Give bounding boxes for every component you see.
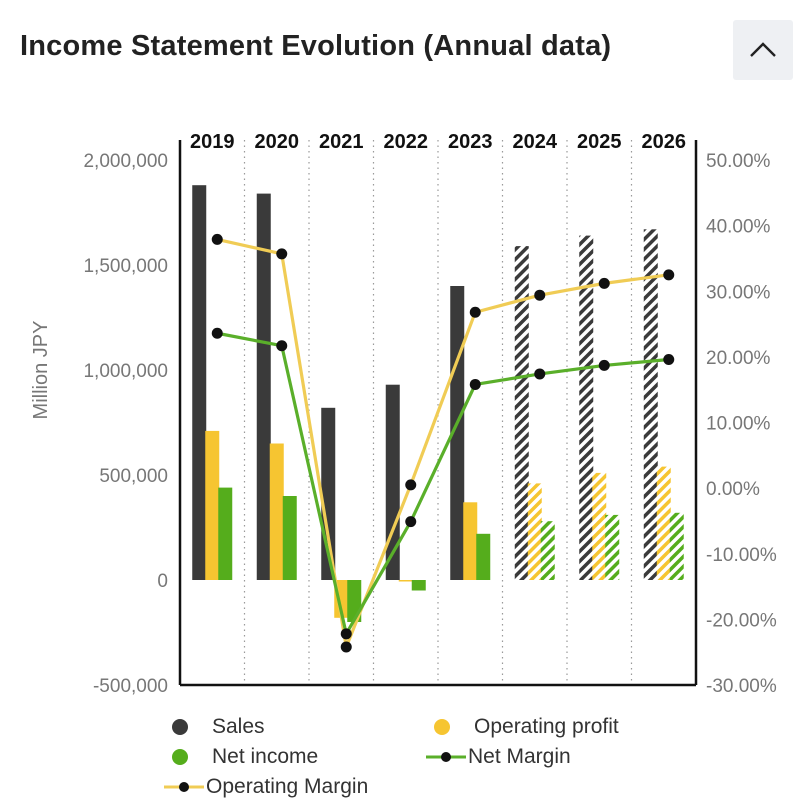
legend-item-net-margin[interactable]: Net Margin: [424, 745, 571, 769]
legend-label-net-income: Net income: [212, 745, 319, 768]
operating-profit-bar: [463, 502, 478, 580]
operating-margin-point: [534, 289, 546, 301]
x-tick-label: 2019: [190, 131, 235, 153]
y2-tick-label: 30.00%: [706, 282, 771, 303]
legend-label-operating-margin: Operating Margin: [206, 775, 369, 798]
y2-tick-label: 20.00%: [706, 348, 771, 369]
legend-item-sales[interactable]: Sales: [168, 715, 265, 739]
sales-bar: [643, 229, 658, 581]
sales-bar: [450, 286, 465, 580]
operating-margin-point: [405, 479, 417, 491]
operating-margin-line: [216, 237, 669, 649]
operating-margin-point: [211, 233, 223, 245]
y2-tick-label: -30.00%: [706, 676, 777, 697]
collapse-button[interactable]: [733, 20, 793, 80]
sales-bar: [385, 384, 400, 580]
net-income-bar: [476, 533, 491, 580]
net-income-bar: [282, 496, 297, 580]
y-axis-title: Million JPY: [30, 321, 52, 420]
net-margin-point: [276, 340, 288, 352]
y2-tick-label: -10.00%: [706, 545, 777, 566]
income-chart: 2019 2020 2021 2022 2023 2024 2025 2026 -500,000…: [30, 131, 777, 697]
operating-profit-bar: [398, 580, 413, 582]
y2-tick-label: 10.00%: [706, 414, 771, 435]
net-margin-point: [405, 516, 417, 528]
chevron-up-icon: [750, 42, 776, 57]
operating-profit-bar: [527, 483, 542, 580]
y-tick-label: 500,000: [99, 466, 168, 487]
sales-bar: [579, 235, 594, 580]
net-margin-point: [211, 327, 223, 339]
operating-margin-point: [340, 641, 352, 653]
net-margin-point: [663, 354, 675, 365]
x-tick-label: 2022: [384, 131, 429, 153]
operating-profit-bar: [656, 466, 671, 580]
operating-profit-bar: [205, 430, 220, 580]
x-tick-label: 2024: [513, 131, 558, 153]
y-tick-label: 1,500,000: [83, 256, 168, 277]
legend-label-sales: Sales: [212, 715, 265, 738]
net-income-bar: [411, 580, 426, 591]
x-tick-label: 2020: [255, 131, 300, 153]
net-income-bar: [540, 521, 555, 580]
sales-bar: [192, 185, 207, 580]
net-income-bar: [669, 512, 684, 580]
legend-item-net-income[interactable]: Net income: [168, 745, 318, 769]
x-tick-label: 2021: [319, 131, 364, 153]
x-tick-label: 2026: [642, 131, 687, 153]
y2-tick-label: 50.00%: [706, 151, 771, 172]
legend-label-operating-profit: Operating profit: [474, 715, 619, 738]
operating-margin-point: [276, 248, 288, 260]
x-tick-label: 2025: [577, 131, 622, 153]
operating-profit-bar: [269, 443, 284, 580]
operating-profit-bar: [592, 472, 607, 580]
net-margin-point: [598, 359, 610, 371]
y2-tick-label: 40.00%: [706, 217, 771, 238]
legend-item-operating-margin[interactable]: Operating Margin: [162, 775, 368, 799]
page-title: Income Statement Evolution (Annual data): [20, 30, 612, 62]
net-margin-point: [469, 378, 481, 390]
sales-bar: [256, 193, 271, 580]
y-tick-label: 1,000,000: [83, 361, 168, 382]
sales-bar: [514, 246, 529, 580]
legend-item-operating-profit[interactable]: Operating profit: [430, 715, 619, 739]
y2-tick-label: -20.00%: [706, 610, 777, 631]
operating-margin-point: [663, 269, 675, 281]
operating-margin-point: [598, 277, 610, 289]
y-tick-label: 2,000,000: [83, 151, 168, 172]
operating-margin-point: [469, 306, 481, 318]
legend-label-net-margin: Net Margin: [468, 745, 571, 768]
y-tick-label: -500,000: [93, 676, 168, 697]
x-tick-label: 2023: [448, 131, 493, 153]
net-margin-line: [216, 331, 669, 636]
net-margin-point: [340, 628, 352, 640]
y2-tick-label: 0.00%: [706, 479, 760, 500]
y-tick-label: 0: [157, 571, 168, 592]
net-income-bar: [605, 514, 620, 580]
net-margin-point: [534, 368, 546, 380]
net-income-bar: [218, 487, 233, 580]
